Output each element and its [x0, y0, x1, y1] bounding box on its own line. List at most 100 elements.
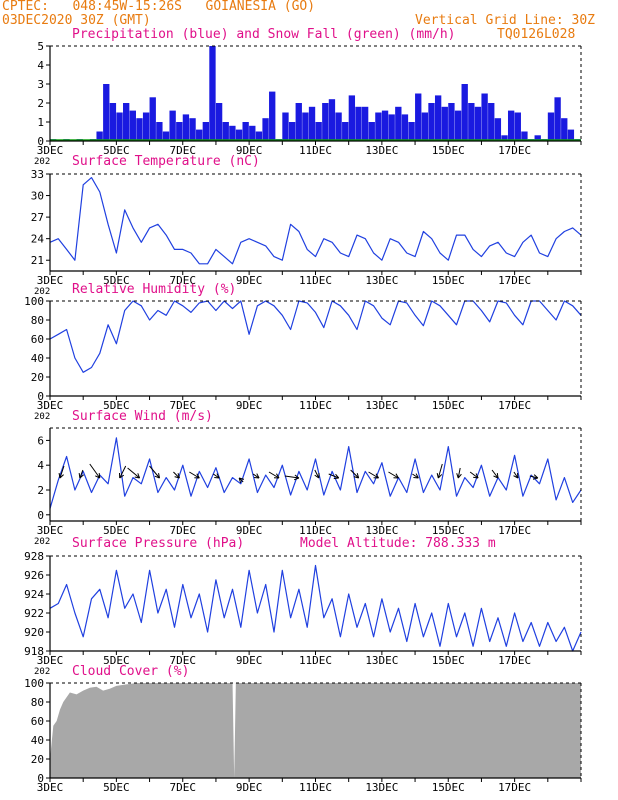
- rh-ytick-label-0: 0: [37, 390, 44, 403]
- wind-arrow-1: [79, 469, 84, 479]
- wind-xtick-label-1: 5DEC: [103, 524, 130, 537]
- precip-bar-27: [229, 125, 236, 141]
- precip-xtick-label-0: 3DEC: [37, 144, 64, 157]
- precip-ytick-label-4: 4: [37, 59, 44, 72]
- precip-bar-57: [428, 103, 435, 141]
- precip-bar-44: [342, 122, 349, 141]
- wind-arrow-0: [59, 465, 65, 479]
- precip-bar-70: [514, 112, 521, 141]
- precip-bar-49: [375, 112, 382, 141]
- precip-bar-37: [295, 103, 302, 141]
- precip-bar-61: [454, 110, 462, 141]
- precip-bar-51: [388, 114, 395, 141]
- cloud-ytick-label-2: 40: [31, 734, 44, 747]
- wind-arrow-24: [529, 475, 538, 479]
- model-code: TQ0126L028: [497, 27, 576, 42]
- precip-bar-55: [415, 93, 422, 141]
- precip-bar-54: [408, 122, 415, 141]
- rh-xtick-label-3: 9DEC: [236, 399, 263, 412]
- rh-ytick-label-5: 100: [24, 295, 44, 308]
- grid-note: Vertical Grid Line: 30Z: [415, 13, 596, 28]
- precip-xtick-label-5: 13DEC: [365, 144, 398, 157]
- precip-bar-33: [269, 91, 276, 141]
- pressure-xtick-label-7: 17DEC: [498, 654, 531, 667]
- rh-title: Relative Humidity (%): [72, 282, 236, 297]
- wind-arrowhead-18: [413, 473, 419, 479]
- rh-ytick-label-3: 60: [31, 333, 44, 346]
- pressure-xtick-label-4: 11DEC: [299, 654, 332, 667]
- pressure-title: Surface Pressure (hPa): [72, 536, 244, 551]
- precip-bar-48: [368, 122, 375, 141]
- temp-xtick-label-3: 9DEC: [236, 274, 263, 287]
- rh-xtick-label-4: 11DEC: [299, 399, 332, 412]
- precip-bar-13: [136, 118, 143, 141]
- precip-bar-12: [129, 110, 136, 141]
- wind-arrowhead-14: [333, 473, 340, 480]
- precip-bar-22: [196, 129, 203, 141]
- wind-arrowhead-1: [78, 472, 84, 479]
- cloud-xtick-label-6: 15DEC: [432, 781, 465, 794]
- cloud-xtick-label-3: 9DEC: [236, 781, 263, 794]
- wind-arrow-10: [252, 473, 260, 479]
- temp-ytick-label-2: 27: [31, 211, 44, 224]
- pressure-xtick-label-1: 5DEC: [103, 654, 130, 667]
- header-line2: 03DEC2020 30Z (GMT): [2, 13, 151, 28]
- wind-arrowhead-8: [214, 473, 220, 479]
- wind-title: Surface Wind (m/s): [72, 409, 213, 424]
- precip-bar-11: [123, 103, 130, 141]
- precip-bar-39: [308, 106, 316, 141]
- precip-bar-47: [361, 106, 369, 141]
- pressure-xtick-label-3: 9DEC: [236, 654, 263, 667]
- wind-xtick-label-7: 17DEC: [498, 524, 531, 537]
- precip-bar-17: [162, 131, 170, 141]
- precip-bar-21: [189, 118, 196, 141]
- pressure-ytick-label-4: 926: [24, 569, 44, 582]
- pressure-annotation: Model Altitude: 788.333 m: [300, 536, 496, 551]
- precip-xtick-label-2: 7DEC: [170, 144, 197, 157]
- pressure-xtick-label-6: 15DEC: [432, 654, 465, 667]
- precip-bar-69: [507, 110, 515, 141]
- wind-xtick-label-6: 15DEC: [432, 524, 465, 537]
- rh-xtick-label-6: 15DEC: [432, 399, 465, 412]
- rh-xtick-label-2: 7DEC: [170, 399, 197, 412]
- cloud-xtick-label-2: 7DEC: [170, 781, 197, 794]
- pressure-year-label: 202: [34, 667, 50, 677]
- pressure-xtick-label-0: 3DEC: [37, 654, 64, 667]
- wind-arrowhead-12: [294, 474, 300, 481]
- wind-arrow-19: [437, 463, 443, 479]
- wind-arrow-17: [388, 471, 399, 479]
- rh-xtick-label-0: 3DEC: [37, 399, 64, 412]
- precip-bar-29: [242, 122, 249, 141]
- wind-ytick-label-1: 2: [37, 484, 44, 497]
- wind-arrow-16: [368, 471, 379, 479]
- precip-bar-42: [328, 99, 336, 141]
- precip-bar-25: [215, 103, 223, 141]
- wind-arrowhead-3: [119, 472, 125, 479]
- wind-arrowhead-21: [473, 473, 479, 479]
- wind-xtick-label-5: 13DEC: [365, 524, 398, 537]
- temp-ytick-label-1: 24: [31, 233, 45, 246]
- rh-line: [49, 300, 582, 373]
- wind-arrowhead-23: [513, 472, 519, 479]
- wind-ytick-label-2: 4: [37, 459, 44, 472]
- precip-bar-73: [534, 135, 541, 141]
- precip-ytick-label-2: 2: [37, 97, 44, 110]
- cloud-xtick-label-7: 17DEC: [498, 781, 531, 794]
- temp-xtick-label-2: 7DEC: [170, 274, 197, 287]
- cloud-area: [50, 683, 581, 778]
- precip-bar-41: [322, 103, 329, 141]
- wind-arrowhead-9: [238, 477, 245, 483]
- precip-bar-63: [468, 103, 475, 141]
- precip-bar-9: [109, 103, 117, 141]
- wind-arrow-6: [173, 471, 180, 479]
- precip-bar-7: [96, 131, 103, 141]
- wind-xtick-label-4: 11DEC: [299, 524, 332, 537]
- wind-arrowhead-5: [154, 472, 161, 479]
- cloud-ytick-label-3: 60: [31, 715, 44, 728]
- wind-line: [49, 437, 582, 509]
- pressure-ytick-label-5: 928: [24, 550, 44, 563]
- precip-bar-64: [474, 106, 482, 141]
- wind-arrow-12: [284, 475, 299, 479]
- wind-arrowhead-6: [174, 473, 180, 479]
